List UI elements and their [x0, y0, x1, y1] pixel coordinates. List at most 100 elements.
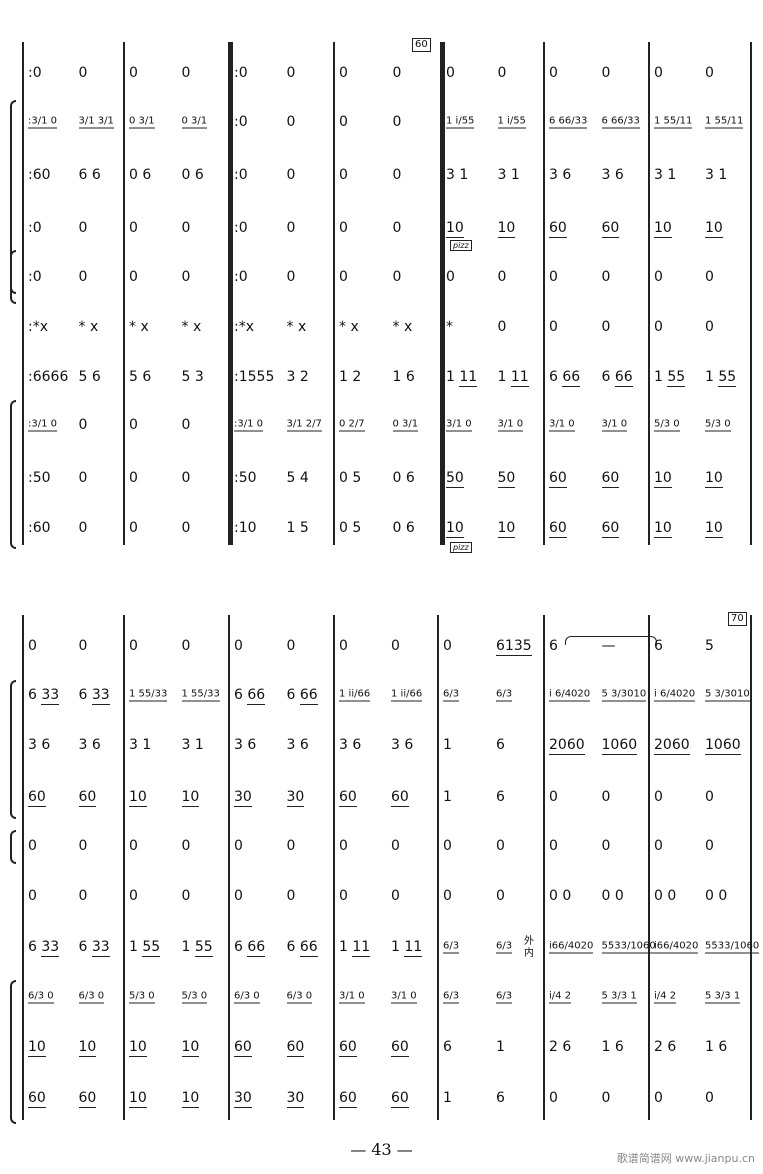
note-beat: 3 6: [601, 167, 624, 183]
note-beat: 0 3/1: [392, 418, 419, 432]
note-beat: 0: [339, 167, 348, 183]
note-beat: i/4 2: [654, 990, 677, 1004]
note-beat: 0: [391, 638, 400, 654]
note-beat: 60: [286, 1039, 305, 1057]
note-beat: :0: [234, 167, 248, 183]
note-beat: 60: [78, 1090, 97, 1108]
note-beat: 10: [28, 1039, 46, 1057]
note-beat: 0 6: [392, 520, 415, 536]
note-beat: 60: [549, 520, 567, 538]
note-beat: 3 6: [339, 737, 362, 753]
rehearsal-mark-60: 60: [412, 38, 431, 52]
note-beat: 6 33: [78, 939, 110, 957]
note-beat: 6/3: [496, 990, 513, 1004]
note-beat: 0: [549, 838, 558, 854]
note-beat: :0: [28, 220, 42, 236]
note-beat: 3 6: [234, 737, 257, 753]
note-beat: 0: [78, 638, 88, 654]
note-beat: 10: [654, 220, 672, 238]
note-beat: 6/3 0: [78, 990, 105, 1004]
note-beat: 0: [654, 65, 663, 81]
note-beat: 1 55: [654, 369, 686, 387]
note-beat: 0: [443, 888, 452, 904]
note-beat: 5/3 0: [129, 990, 155, 1004]
note-beat: :3/1 0: [28, 418, 58, 432]
note-beat: 5/3 0: [181, 990, 208, 1004]
note-beat: :10: [234, 520, 257, 536]
note-beat: 5 3/3010: [705, 688, 750, 702]
note-beat: 0: [339, 838, 348, 854]
note-beat: 30: [286, 789, 305, 807]
barline: [228, 615, 230, 1120]
note-beat: *: [446, 319, 453, 335]
note-beat: 0: [654, 1090, 663, 1106]
note-beat: 10: [654, 470, 672, 488]
barline: [648, 42, 650, 545]
note-beat: 0: [181, 65, 191, 81]
note-beat: 0: [339, 269, 348, 285]
note-beat: 6: [496, 737, 505, 753]
note-beat: 0: [78, 838, 88, 854]
note-beat: 1 55: [705, 369, 737, 387]
note-beat: 10: [129, 789, 147, 807]
note-beat: 1 55/11: [705, 115, 744, 129]
note-beat: 0 3/1: [129, 115, 155, 129]
barline: [333, 615, 335, 1120]
note-beat: 6 66: [234, 687, 266, 705]
note-beat: 10: [497, 220, 516, 238]
note-beat: 60: [601, 520, 620, 538]
note-beat: 10: [78, 1039, 97, 1057]
note-beat: 0: [181, 417, 191, 433]
note-beat: 60: [549, 470, 567, 488]
note-beat: 5: [705, 638, 714, 654]
note-beat: 60: [601, 470, 620, 488]
barline: [648, 615, 650, 1120]
note-beat: 6 33: [78, 687, 110, 705]
note-beat: 5 3/3 1: [601, 990, 637, 1004]
note-beat: 0: [234, 888, 243, 904]
note-beat: 1 11: [339, 939, 371, 957]
note-beat: 3 6: [549, 167, 572, 183]
note-beat: 6 66: [601, 369, 633, 387]
note-beat: 10: [129, 1039, 147, 1057]
note-beat: 0: [391, 888, 400, 904]
note-beat: 0: [705, 269, 714, 285]
note-beat: 10: [181, 789, 200, 807]
note-beat: 6/3: [443, 940, 460, 954]
note-beat: 0: [28, 838, 37, 854]
note-beat: 0 3/1: [181, 115, 208, 129]
note-beat: 0: [339, 114, 348, 130]
note-beat: 0: [234, 838, 243, 854]
staff-bracket: [10, 830, 16, 864]
staff-bracket: [10, 100, 16, 294]
note-beat: 0 5: [339, 470, 362, 486]
note-beat: 0: [446, 65, 455, 81]
barline: [123, 615, 125, 1120]
note-beat: 1: [443, 789, 452, 805]
note-beat: 2060: [654, 737, 690, 755]
note-beat: :3/1 0: [28, 115, 58, 129]
note-beat: 0: [286, 167, 296, 183]
note-beat: 0: [443, 838, 452, 854]
note-beat: 0: [181, 269, 191, 285]
note-beat: 2060: [549, 737, 585, 755]
note-beat: 10: [446, 520, 464, 538]
note-beat: 0: [339, 220, 348, 236]
note-beat: 0: [392, 269, 402, 285]
note-beat: 0: [129, 417, 138, 433]
note-beat: 0: [549, 269, 558, 285]
note-beat: 6/3 0: [286, 990, 313, 1004]
note-beat: 0: [286, 269, 296, 285]
note-beat: 1 55: [181, 939, 213, 957]
note-beat: 0: [601, 319, 611, 335]
note-beat: 0 5: [339, 520, 362, 536]
note-beat: 6 66/33: [601, 115, 640, 129]
note-beat: 0: [129, 638, 138, 654]
page-number: — 43 —: [350, 1140, 413, 1159]
note-beat: 5 6: [78, 369, 101, 385]
note-beat: 5 3/3 1: [705, 990, 741, 1004]
note-beat: 6: [496, 789, 505, 805]
note-beat: 6/3: [496, 688, 513, 702]
note-beat: :50: [234, 470, 257, 486]
note-beat: :0: [28, 269, 42, 285]
